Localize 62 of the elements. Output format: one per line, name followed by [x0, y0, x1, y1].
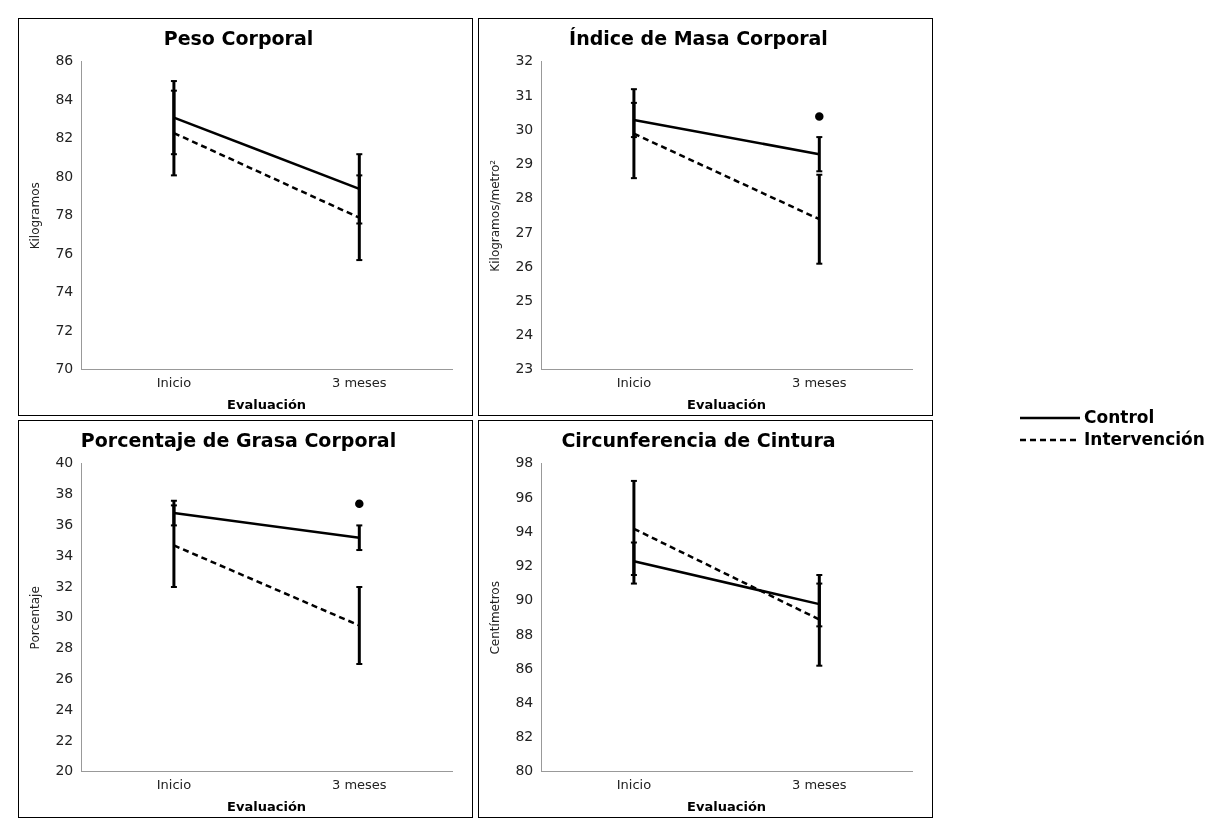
chart-title: Porcentaje de Grasa Corporal	[80, 429, 397, 452]
y-tick-label: 30	[55, 608, 74, 625]
legend-label: Control	[1084, 407, 1155, 427]
x-tick-label: 3 meses	[792, 374, 847, 390]
y-tick-label: 70	[55, 360, 74, 377]
y-tick-label: 20	[55, 762, 74, 779]
y-tick-label: 29	[515, 155, 534, 172]
y-tick-label: 32	[515, 52, 534, 69]
y-tick-label: 28	[515, 189, 534, 206]
y-tick-label: 36	[55, 516, 74, 533]
y-tick-label: 86	[515, 659, 534, 676]
y-tick-label: 80	[515, 762, 534, 779]
y-tick-label: 86	[55, 52, 74, 69]
y-tick-label: 98	[515, 454, 534, 471]
y-axis-title: Porcentaje	[28, 586, 43, 650]
y-tick-label: 31	[515, 86, 534, 103]
y-tick-label: 72	[55, 321, 74, 338]
x-axis-title: Evaluación	[227, 396, 307, 412]
y-tick-label: 80	[55, 167, 74, 184]
y-tick-label: 32	[55, 577, 74, 594]
y-tick-label: 23	[515, 360, 534, 377]
y-tick-label: 34	[55, 546, 74, 563]
chart-title: Índice de Masa Corporal	[569, 27, 828, 50]
y-tick-label: 22	[55, 731, 74, 748]
y-tick-label: 88	[515, 625, 534, 642]
y-tick-label: 96	[515, 488, 534, 505]
legend-label: Intervención	[1084, 429, 1205, 449]
x-axis-title: Evaluación	[687, 396, 767, 412]
y-tick-label: 94	[515, 522, 534, 539]
y-tick-label: 84	[55, 90, 74, 107]
y-tick-label: 92	[515, 557, 534, 574]
y-tick-label: 27	[515, 223, 534, 240]
x-tick-label: 3 meses	[332, 776, 387, 792]
y-tick-label: 24	[515, 326, 534, 343]
y-axis-title: Centímetros	[488, 581, 503, 655]
x-tick-label: Inicio	[616, 776, 652, 792]
y-tick-label: 30	[515, 120, 534, 137]
y-tick-label: 40	[55, 454, 74, 471]
y-tick-label: 90	[515, 591, 534, 608]
x-axis-title: Evaluación	[687, 798, 767, 814]
y-tick-label: 24	[55, 700, 74, 717]
y-tick-label: 28	[55, 639, 74, 656]
x-tick-label: Inicio	[156, 776, 192, 792]
y-tick-label: 76	[55, 244, 74, 261]
chart-title: Circunferencia de Cintura	[561, 429, 836, 452]
y-tick-label: 25	[515, 292, 534, 308]
y-axis-title: Kilogramos/metro²	[488, 159, 503, 272]
y-tick-label: 38	[55, 485, 74, 502]
y-tick-label: 82	[515, 728, 534, 745]
x-tick-label: Inicio	[616, 374, 652, 390]
y-tick-label: 78	[55, 206, 74, 223]
x-tick-label: 3 meses	[332, 374, 387, 390]
y-tick-label: 82	[55, 129, 74, 146]
x-tick-label: Inicio	[156, 374, 192, 390]
y-tick-label: 26	[515, 257, 534, 274]
y-tick-label: 74	[55, 283, 74, 300]
y-tick-label: 84	[515, 694, 534, 710]
y-axis-title: Kilogramos	[28, 182, 43, 250]
y-tick-label: 26	[55, 670, 74, 687]
x-tick-label: 3 meses	[792, 776, 847, 792]
x-axis-title: Evaluación	[227, 798, 307, 814]
chart-title: Peso Corporal	[163, 27, 314, 50]
